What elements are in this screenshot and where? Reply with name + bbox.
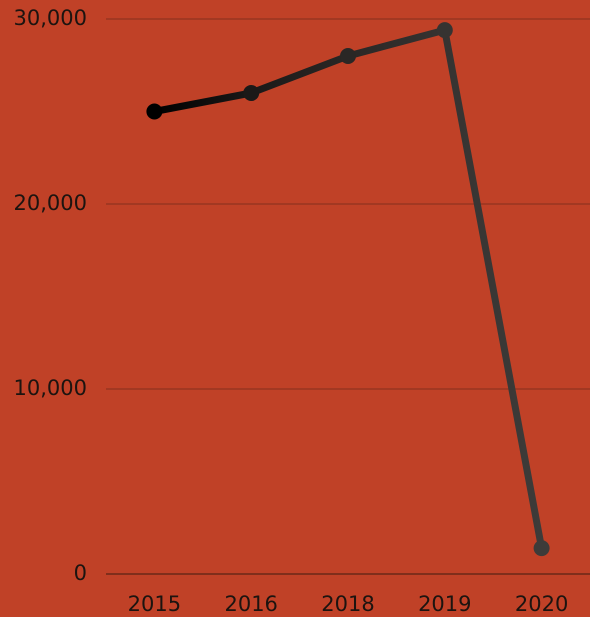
y-tick-label: 0 [74,561,87,585]
point [146,103,163,120]
point [243,85,260,101]
point [533,540,550,557]
x-tick-label: 2018 [321,592,374,616]
x-tick-label: 2020 [515,592,568,616]
y-tick-label: 10,000 [14,376,87,400]
x-tick-label: 2015 [128,592,181,616]
point [340,48,356,64]
x-tick-label: 2016 [224,592,277,616]
y-tick-label: 30,000 [14,6,87,30]
line [150,26,546,552]
x-tick-label: 2019 [418,592,471,616]
point [436,22,453,39]
y-tick-label: 20,000 [14,191,87,215]
